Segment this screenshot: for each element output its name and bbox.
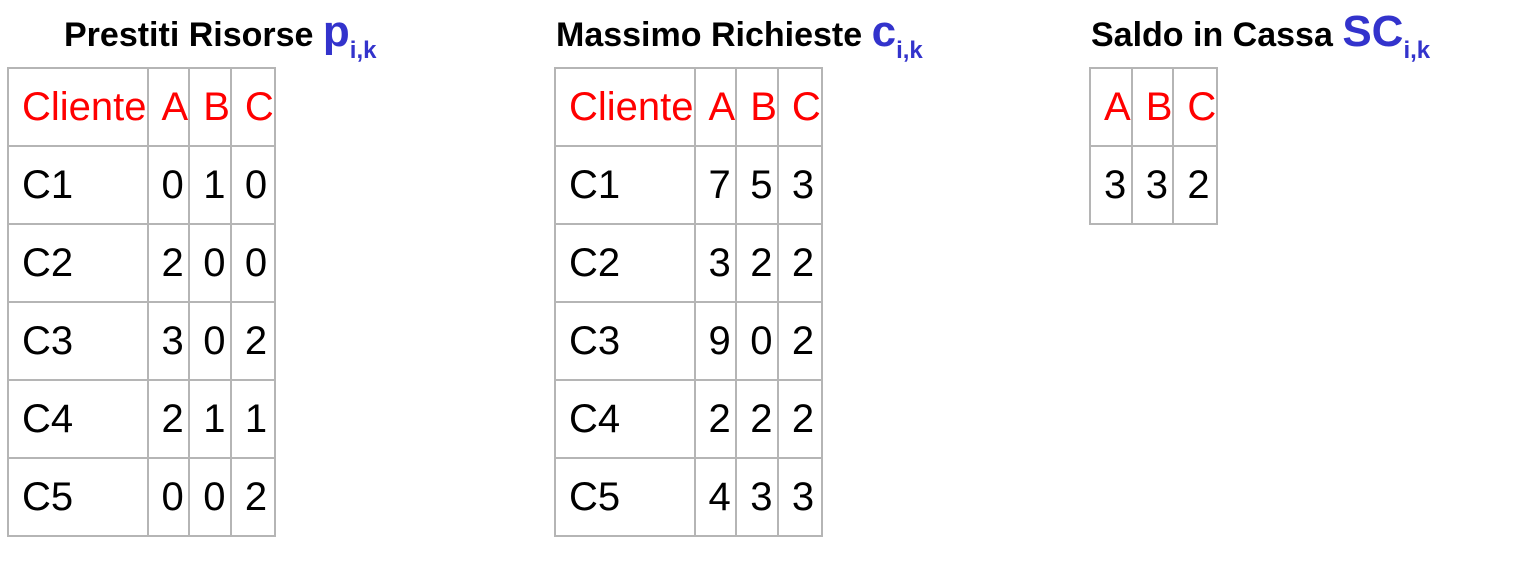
value-cell: 2: [693, 379, 738, 459]
client-cell: C2: [7, 223, 149, 303]
max-requests-header-row: Cliente A B C: [554, 67, 823, 147]
max-requests-table: Cliente A B C C1 7 5 3 C2 3 2 2 C3 9 0 2…: [554, 67, 823, 537]
cash-balance-title: Saldo in Cassa SCi,k: [1091, 7, 1431, 65]
value-cell: 1: [229, 379, 276, 459]
client-cell: C3: [7, 301, 149, 381]
value-cell: 0: [146, 457, 191, 537]
loans-symbol: p: [322, 7, 350, 56]
table-row: C4 2 2 2: [554, 379, 823, 459]
value-cell: 5: [735, 145, 779, 225]
table-row: C3 3 0 2: [7, 301, 276, 381]
value-cell: 0: [146, 145, 191, 225]
client-cell: C4: [554, 379, 696, 459]
client-cell: C3: [554, 301, 696, 381]
table-row: C3 9 0 2: [554, 301, 823, 381]
client-cell: C2: [554, 223, 696, 303]
loans-header-client: Cliente: [7, 67, 149, 147]
value-cell: 3: [1089, 145, 1133, 225]
value-cell: 1: [188, 145, 232, 225]
loans-title-text: Prestiti Risorse: [64, 16, 314, 54]
table-row: C4 2 1 1: [7, 379, 276, 459]
max-requests-header-client: Cliente: [554, 67, 696, 147]
value-cell: 3: [776, 457, 823, 537]
table-row: C1 7 5 3: [554, 145, 823, 225]
max-requests-title-text: Massimo Richieste: [556, 16, 863, 54]
value-cell: 2: [146, 379, 191, 459]
table-row: C1 0 1 0: [7, 145, 276, 225]
loans-header-b: B: [188, 67, 232, 147]
loans-title: Prestiti Risorse pi,k: [64, 7, 377, 65]
value-cell: 0: [188, 223, 232, 303]
client-cell: C4: [7, 379, 149, 459]
loans-header-c: C: [229, 67, 276, 147]
client-cell: C5: [554, 457, 696, 537]
max-requests-header-b: B: [735, 67, 779, 147]
client-cell: C5: [7, 457, 149, 537]
cash-balance-table: A B C 3 3 2: [1089, 67, 1219, 225]
value-cell: 0: [188, 301, 232, 381]
value-cell: 3: [735, 457, 779, 537]
table-row: C5 4 3 3: [554, 457, 823, 537]
value-cell: 2: [229, 301, 276, 381]
cash-balance-header-row: A B C: [1089, 67, 1219, 147]
cash-balance-symbol: SC: [1342, 7, 1404, 56]
loans-table: Cliente A B C C1 0 1 0 C2 2 0 0 C3 3 0 2…: [7, 67, 276, 537]
max-requests-symbol: c: [871, 7, 897, 56]
loans-header-row: Cliente A B C: [7, 67, 276, 147]
value-cell: 9: [693, 301, 738, 381]
value-cell: 7: [693, 145, 738, 225]
cash-balance-subscript: i,k: [1403, 37, 1431, 64]
value-cell: 4: [693, 457, 738, 537]
value-cell: 2: [776, 223, 823, 303]
value-cell: 2: [229, 457, 276, 537]
value-cell: 2: [776, 301, 823, 381]
value-cell: 1: [188, 379, 232, 459]
value-cell: 2: [735, 379, 779, 459]
cash-balance-header-a: A: [1089, 67, 1133, 147]
loans-header-a: A: [146, 67, 191, 147]
value-cell: 0: [735, 301, 779, 381]
value-cell: 2: [146, 223, 191, 303]
max-requests-subscript: i,k: [896, 37, 923, 64]
value-cell: 2: [1172, 145, 1219, 225]
loans-subscript: i,k: [349, 37, 377, 64]
table-row: C5 0 0 2: [7, 457, 276, 537]
max-requests-header-a: A: [693, 67, 738, 147]
max-requests-title: Massimo Richieste ci,k: [556, 7, 923, 65]
cash-balance-title-text: Saldo in Cassa: [1091, 16, 1333, 54]
value-cell: 2: [776, 379, 823, 459]
value-cell: 3: [1130, 145, 1175, 225]
max-requests-header-c: C: [776, 67, 823, 147]
value-cell: 3: [146, 301, 191, 381]
client-cell: C1: [7, 145, 149, 225]
cash-balance-header-c: C: [1172, 67, 1219, 147]
value-cell: 0: [229, 145, 276, 225]
table-row: 3 3 2: [1089, 145, 1219, 225]
value-cell: 0: [188, 457, 232, 537]
value-cell: 0: [229, 223, 276, 303]
table-row: C2 2 0 0: [7, 223, 276, 303]
table-row: C2 3 2 2: [554, 223, 823, 303]
value-cell: 3: [693, 223, 738, 303]
cash-balance-header-b: B: [1130, 67, 1175, 147]
client-cell: C1: [554, 145, 696, 225]
value-cell: 3: [776, 145, 823, 225]
value-cell: 2: [735, 223, 779, 303]
